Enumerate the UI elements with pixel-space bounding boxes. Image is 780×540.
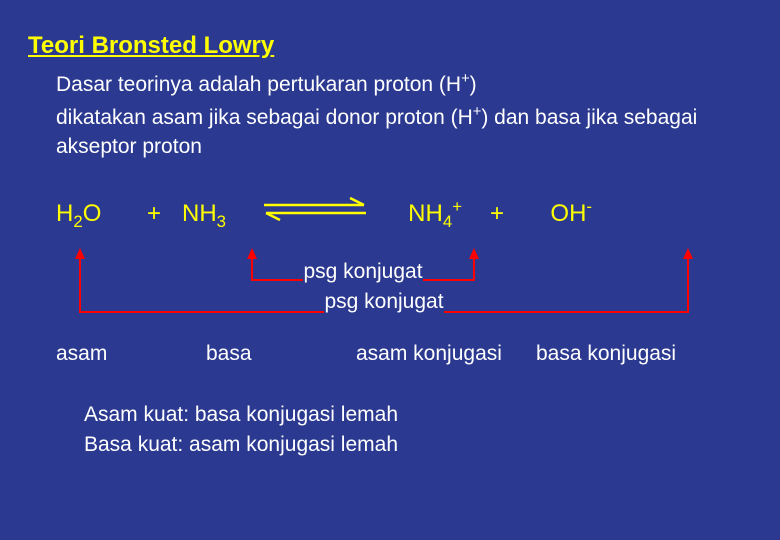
base: OH	[550, 200, 586, 227]
subscript: 3	[217, 212, 226, 231]
superscript: +	[452, 197, 462, 216]
subscript: 2	[73, 212, 82, 231]
role-basa-konjugasi: basa konjugasi	[536, 342, 676, 366]
note-2: Basa kuat: asam konjugasi lemah	[84, 430, 752, 460]
text: )	[470, 73, 477, 96]
equilibrium-arrow-icon	[260, 195, 370, 221]
term-h2o: H2O	[56, 200, 126, 232]
base: H	[56, 200, 73, 227]
base: NH	[408, 200, 443, 227]
slide-title: Teori Bronsted Lowry	[28, 32, 752, 60]
text: dikatakan asam jika sebagai donor proton…	[56, 106, 473, 129]
role-asam: asam	[56, 342, 206, 366]
term-nh3: NH3	[182, 200, 252, 232]
superscript: +	[461, 71, 470, 87]
role-asam-konjugasi: asam konjugasi	[356, 342, 536, 366]
post: O	[83, 200, 102, 227]
notes: Asam kuat: basa konjugasi lemah Basa kua…	[28, 400, 752, 461]
plus-1: +	[126, 200, 182, 228]
term-ohminus: OH-	[532, 197, 592, 228]
role-basa: basa	[206, 342, 356, 366]
base: NH	[182, 200, 217, 227]
slide: Teori Bronsted Lowry Dasar teorinya adal…	[0, 0, 780, 540]
superscript: -	[586, 197, 592, 216]
plus-2: +	[462, 200, 532, 228]
text: Dasar teorinya adalah pertukaran proton …	[56, 73, 461, 96]
theory-line-2: dikatakan asam jika sebagai donor proton…	[28, 103, 752, 161]
theory-line-1: Dasar teorinya adalah pertukaran proton …	[28, 70, 752, 99]
conjugate-label-inner: psg konjugat	[303, 260, 423, 284]
conjugate-label-outer: psg konjugat	[324, 290, 444, 314]
note-1: Asam kuat: basa konjugasi lemah	[84, 400, 752, 430]
subscript: 4	[443, 212, 452, 231]
equation-row: H2O + NH3 NH4+ + OH-	[28, 195, 752, 232]
term-nh4plus: NH4+	[378, 197, 462, 232]
roles-row: asam basa asam konjugasi basa konjugasi	[28, 342, 752, 366]
